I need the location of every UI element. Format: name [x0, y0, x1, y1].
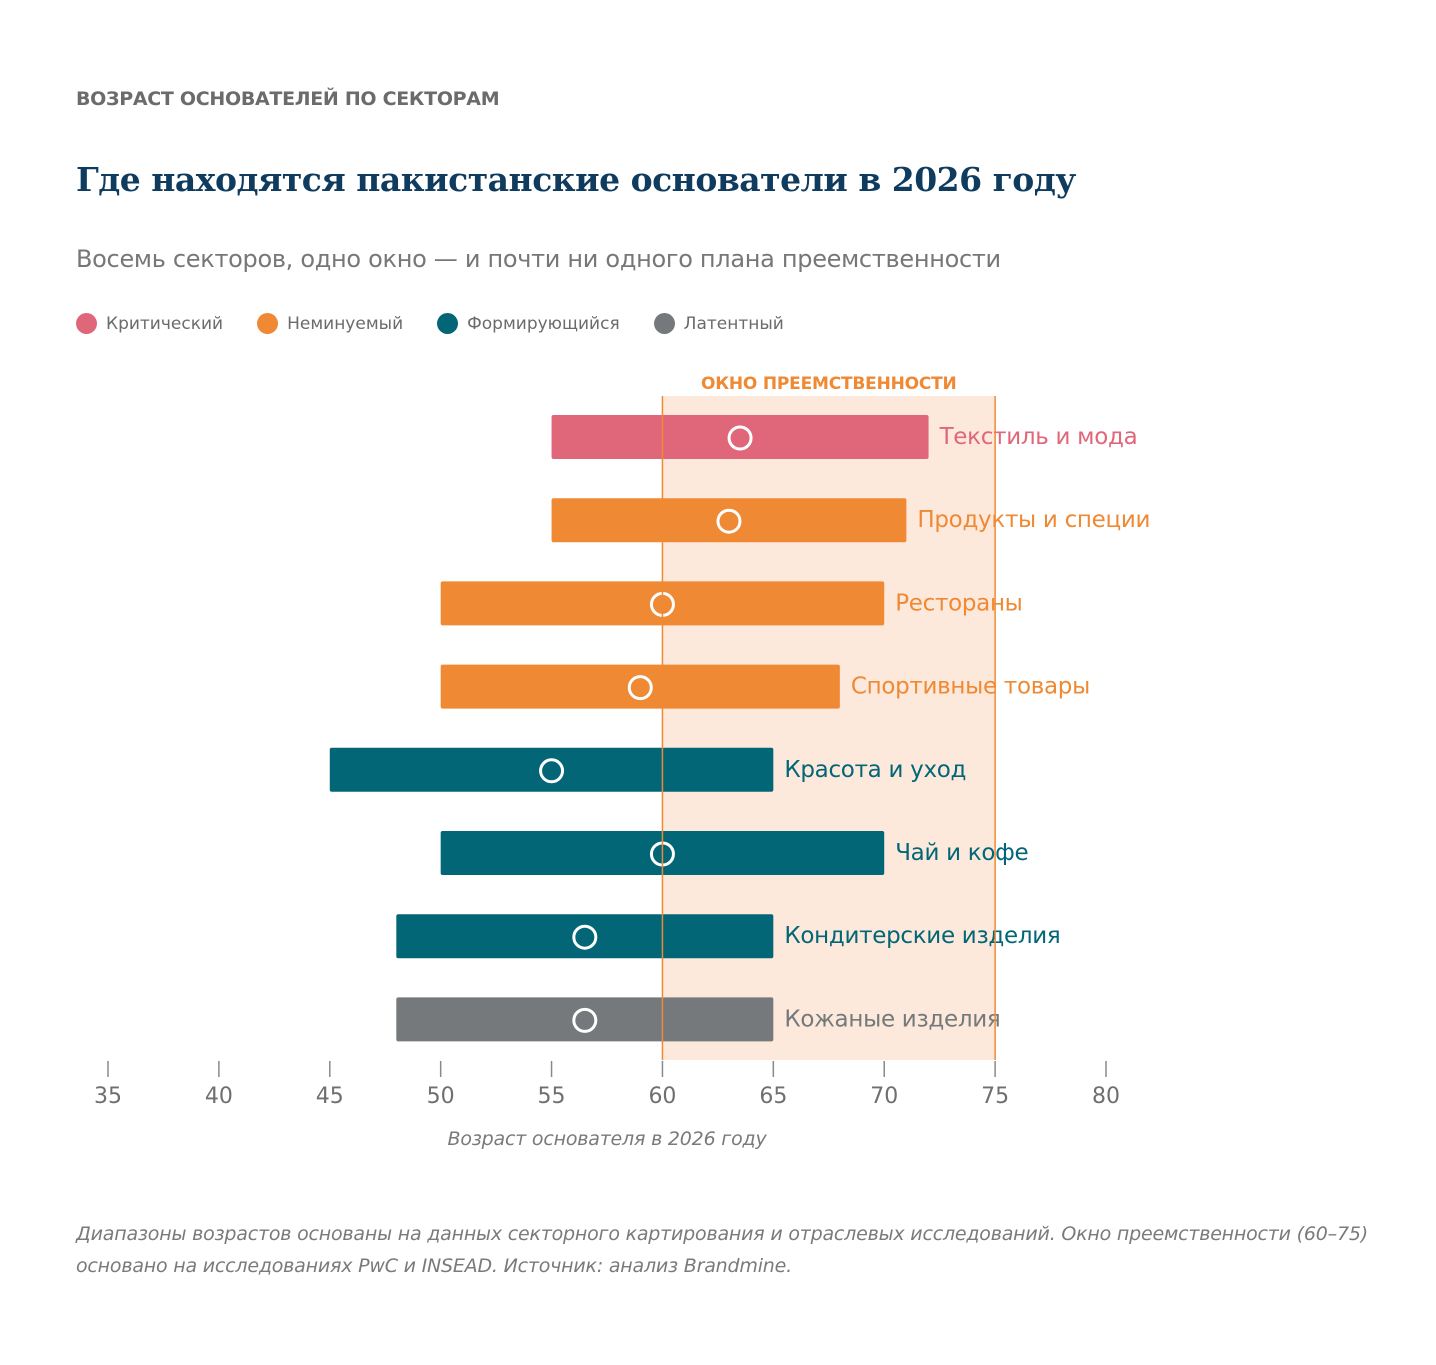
- x-tick-label: 60: [648, 1084, 676, 1109]
- x-tick-label: 55: [538, 1084, 566, 1109]
- succession-window-label: ОКНО ПРЕЕМСТВЕННОСТИ: [701, 374, 957, 394]
- range-bar: [329, 747, 774, 792]
- footnote: Диапазоны возрастов основаны на данных с…: [76, 1223, 1368, 1277]
- bar-label: Продукты и специи: [917, 507, 1150, 533]
- median-marker: [716, 508, 742, 534]
- range-bar: [396, 914, 774, 959]
- legend-item-critical: Критический: [76, 313, 223, 334]
- legend-label: Формирующийся: [467, 313, 620, 334]
- legend-label: Латентный: [683, 313, 784, 334]
- x-tick-label: 45: [316, 1084, 344, 1109]
- x-tick-label: 80: [1092, 1084, 1120, 1109]
- bar-label: Рестораны: [895, 590, 1022, 616]
- median-marker: [539, 758, 565, 784]
- bar-label: Текстиль и мода: [939, 424, 1138, 450]
- legend-item-emerging: Формирующийся: [437, 313, 620, 334]
- chart-title: Где находятся пакистанские основатели в …: [76, 160, 1076, 199]
- legend-swatch: [653, 313, 675, 334]
- bar-label: Кожаные изделия: [784, 1006, 1000, 1032]
- legend: Критический Неминуемый Формирующийся Лат…: [76, 313, 818, 334]
- x-axis-title: Возраст основателя в 2026 году: [448, 1128, 768, 1150]
- bar-label: Красота и уход: [784, 757, 966, 783]
- range-bar: [396, 997, 774, 1042]
- bar-label: Чай и кофе: [895, 840, 1028, 866]
- legend-swatch: [257, 313, 279, 334]
- x-tick-label: 65: [759, 1084, 787, 1109]
- bar-label: Спортивные товары: [851, 674, 1090, 700]
- chart-kicker: ВОЗРАСТ ОСНОВАТЕЛЕЙ ПО СЕКТОРАМ: [76, 88, 500, 110]
- range-bar-chart: ОКНО ПРЕЕМСТВЕННОСТИ Текстиль и мода Проду…: [94, 374, 1150, 1150]
- legend-label: Неминуемый: [287, 313, 404, 334]
- x-tick-label: 35: [94, 1084, 122, 1109]
- range-bar: [551, 415, 929, 459]
- x-tick-label: 50: [427, 1084, 455, 1109]
- median-marker: [572, 1007, 598, 1033]
- bar-label: Кондитерские изделия: [784, 923, 1060, 949]
- range-bar: [440, 664, 840, 709]
- legend-swatch: [76, 313, 97, 334]
- median-marker: [572, 924, 598, 950]
- legend-label: Критический: [106, 313, 224, 334]
- range-bar: [551, 498, 907, 543]
- legend-item-latent: Латентный: [653, 313, 784, 334]
- median-marker: [627, 675, 653, 701]
- chart-subtitle: Восемь секторов, одно окно — и почти ни …: [76, 245, 1001, 273]
- succession-window-band: [662, 396, 996, 1060]
- x-tick-label: 75: [981, 1084, 1009, 1109]
- legend-swatch: [437, 313, 459, 334]
- x-tick-label: 70: [870, 1084, 898, 1109]
- median-marker: [727, 425, 753, 451]
- legend-item-imminent: Неминуемый: [257, 313, 403, 334]
- x-tick-label: 40: [205, 1084, 233, 1109]
